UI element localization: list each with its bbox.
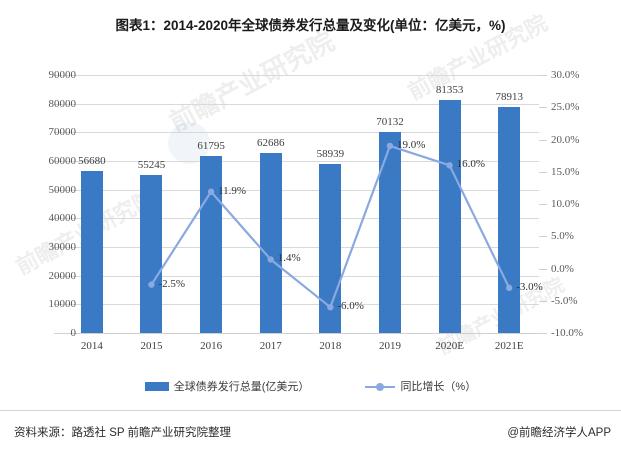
bar-value-label: 81353: [435, 83, 464, 96]
y-axis-left-tick-mark: [54, 161, 62, 162]
y-axis-right-tick-mark: [539, 268, 547, 270]
line-value-label: -6.0%: [337, 300, 364, 313]
legend-bar-swatch-icon: [144, 381, 169, 391]
y-axis-right-tick-mark: [539, 139, 547, 141]
y-axis-right-tick-label: 30.0%: [551, 69, 580, 81]
y-axis-right-tick-mark: [539, 236, 547, 238]
y-axis-right-tick-label: 0.0%: [551, 262, 574, 275]
legend-line-swatch-icon: [365, 382, 396, 391]
line-marker[interactable]: [505, 284, 513, 292]
line-marker[interactable]: [207, 188, 215, 195]
line-marker[interactable]: [446, 162, 453, 169]
gridline: [62, 218, 539, 220]
y-axis-left-tick-mark: [54, 103, 62, 105]
y-axis-left-tick-label: 30000: [48, 241, 77, 253]
y-axis-right-tick-label: 15.0%: [551, 165, 580, 178]
y-axis-left-tick-label: 40000: [48, 212, 77, 225]
line-value-label: 1.4%: [277, 252, 301, 265]
y-axis-left-tick-label: 80000: [48, 97, 77, 110]
y-axis-left-tick-label: 20000: [48, 269, 77, 282]
line-marker[interactable]: [267, 256, 274, 263]
y-axis-left-tick-mark: [54, 75, 62, 76]
y-axis-left-tick-label: 90000: [48, 69, 77, 81]
bar-value-label: 56680: [78, 154, 106, 167]
gridline: [62, 103, 539, 105]
footer-divider: [0, 410, 621, 411]
gridline: [62, 75, 539, 76]
gridline: [62, 275, 539, 277]
line-value-label: -2.5%: [158, 277, 186, 290]
gridline: [62, 333, 539, 334]
y-axis-right-tick-label: 20.0%: [551, 133, 580, 146]
bar-value-label: 70132: [376, 115, 404, 128]
y-axis-right-tick-mark: [539, 333, 547, 334]
bar[interactable]: [438, 99, 461, 333]
x-axis-tick-label: 2018: [319, 340, 342, 352]
legend-item[interactable]: 同比增长（%）: [365, 378, 476, 394]
line-value-label: 16.0%: [456, 158, 485, 171]
y-axis-left-tick-mark: [54, 304, 62, 306]
bar-value-label: 61795: [197, 139, 225, 152]
x-axis-tick-label: 2017: [259, 340, 282, 352]
gridline: [62, 161, 539, 162]
brand-text: @前瞻经济学人APP: [507, 427, 611, 439]
chart-title: 图表1：2014-2020年全球债券发行总量及变化(单位：亿美元，%): [115, 18, 506, 33]
x-axis-tick-label: 2015: [140, 340, 163, 352]
bar-value-label: 62686: [256, 137, 285, 150]
bar-value-label: 78913: [495, 90, 523, 103]
plot-area: -2.5% 11.9% 1.4% -6.0% 19.0% 16.0% -3.0% 56680…: [62, 75, 543, 333]
x-axis-tick-label: 2021E: [494, 340, 524, 352]
line-marker[interactable]: [327, 304, 334, 311]
y-axis-left-tick-label: 60000: [48, 155, 77, 167]
y-axis-right-tick-mark: [539, 300, 547, 302]
x-axis-tick-label: 2019: [378, 340, 401, 352]
y-axis-right-tick-label: 5.0%: [551, 230, 574, 243]
line-series: [148, 142, 513, 311]
bar-value-label: 55245: [137, 158, 166, 171]
y-axis-right-tick-mark: [539, 171, 547, 173]
y-axis-left-tick-mark: [54, 247, 62, 248]
x-axis-tick-label: 2016: [200, 340, 223, 352]
y-axis-right-tick-label: -5.0%: [551, 294, 578, 307]
legend-item-label: 全球债券发行总量(亿美元）: [173, 381, 310, 393]
plot-wrapper: 0 10000 20000 30000 40000 50000 60000 70000 8000…: [0, 48, 621, 352]
gridline: [62, 189, 539, 191]
gridline: [62, 132, 539, 134]
x-axis-tick-label: 2020E: [435, 340, 464, 352]
y-axis-left-tick-label: 10000: [48, 298, 77, 311]
line-marker[interactable]: [386, 142, 394, 150]
y-axis-right-tick-mark: [539, 107, 547, 109]
bar[interactable]: [140, 174, 163, 333]
y-axis-left-tick-mark: [54, 189, 62, 191]
line-value-label: -3.0%: [516, 280, 543, 293]
source-text: 资料来源：路透社 SP 前瞻产业研究院整理: [14, 427, 232, 439]
y-axis-right-tick-label: 10.0%: [551, 198, 580, 210]
gridline: [62, 247, 539, 248]
y-axis-left-tick-label: 0: [70, 327, 77, 339]
line-path: [150, 144, 511, 309]
bar-value-label: 58939: [316, 148, 345, 161]
y-axis-left-tick-mark: [54, 132, 62, 134]
legend-item[interactable]: 全球债券发行总量(亿美元）: [144, 378, 310, 394]
y-axis-left-tick-mark: [54, 218, 62, 220]
x-axis-tick-label: 2014: [80, 340, 103, 352]
y-axis-right-tick-label: 25.0%: [551, 101, 580, 114]
y-axis-left-tick-label: 50000: [48, 183, 77, 196]
y-axis-left-tick-label: 70000: [48, 126, 77, 139]
bar[interactable]: [378, 131, 401, 333]
y-axis-left-tick-mark: [54, 333, 62, 334]
y-axis-right-tick-label: -10.0%: [551, 327, 584, 339]
chart-legend: 全球债券发行总量(亿美元） 同比增长（%）: [0, 378, 621, 394]
y-axis-left-tick-mark: [54, 275, 62, 277]
line-value-label: 19.0%: [396, 138, 426, 151]
legend-item-label: 同比增长（%）: [400, 381, 477, 393]
bar[interactable]: [80, 170, 103, 333]
bar[interactable]: [259, 153, 282, 333]
y-axis-right-tick-mark: [539, 75, 547, 76]
y-axis-right-tick-mark: [539, 204, 547, 205]
gridline: [62, 304, 539, 306]
line-value-label: 11.9%: [218, 184, 247, 197]
line-marker[interactable]: [148, 281, 155, 288]
